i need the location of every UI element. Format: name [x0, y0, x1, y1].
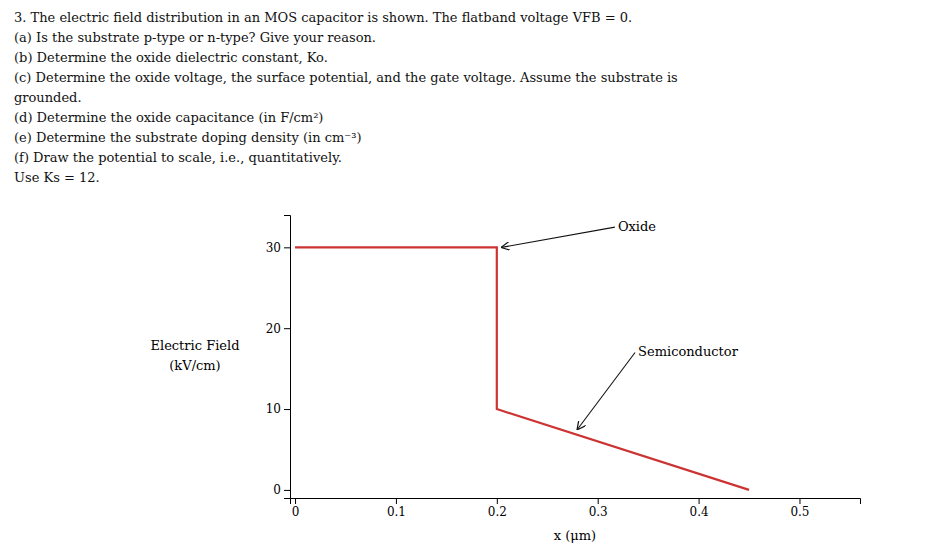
tick-mark — [284, 409, 290, 410]
tick-label: 30 — [266, 241, 281, 255]
problem-line: Use Ks = 12. — [14, 170, 100, 185]
tick-label: 0.1 — [387, 505, 406, 519]
tick-mark — [497, 498, 498, 504]
tick-label: 0.5 — [790, 505, 809, 519]
chart: 3. The electric field distribution in an… — [0, 0, 934, 555]
plot-area — [295, 247, 749, 490]
tick-mark — [799, 498, 800, 504]
annotation-arrow — [578, 352, 636, 429]
problem-line: (f) Draw the potential to scale, i.e., q… — [14, 150, 342, 165]
x-axis-title: x (μm) — [554, 528, 596, 543]
tick-label: 10 — [266, 402, 281, 416]
tick-label: 20 — [266, 322, 281, 336]
tick: 30 — [266, 241, 290, 255]
tick: 0.4 — [690, 498, 709, 519]
tick: 20 — [266, 322, 290, 336]
tick-label: 0.3 — [589, 505, 608, 519]
annotation-label: Semiconductor — [638, 344, 739, 359]
problem-line: (e) Determine the substrate doping densi… — [14, 130, 361, 145]
tick: 0.1 — [387, 498, 406, 519]
tick-mark — [284, 247, 290, 248]
tick-label: 0 — [273, 483, 281, 497]
tick-mark — [699, 498, 700, 504]
y-axis: 0 10 20 30 — [266, 216, 291, 499]
problem-line: grounded. — [14, 90, 82, 105]
problem-text: 3. The electric field distribution in an… — [14, 10, 678, 185]
tick-mark — [284, 328, 290, 329]
problem-line: 3. The electric field distribution in an… — [14, 10, 632, 25]
tick: 0.3 — [589, 498, 608, 519]
axis-line — [284, 216, 291, 499]
problem-line: (a) Is the substrate p-type or n-type? G… — [14, 30, 376, 45]
tick: 10 — [266, 402, 290, 416]
annotation-arrow — [502, 227, 615, 247]
tick-mark — [295, 498, 296, 504]
y-axis-title: (kV/cm) — [169, 358, 220, 373]
tick: 0.5 — [790, 498, 809, 519]
field-line — [295, 247, 749, 490]
x-axis: 0 0.1 0.2 0.3 0.4 0.5 — [291, 498, 861, 519]
tick: 0.2 — [488, 498, 507, 519]
tick-mark — [284, 490, 290, 491]
problem-line: (b) Determine the oxide dielectric const… — [14, 50, 328, 65]
tick-mark — [598, 498, 599, 504]
tick: 0 — [273, 483, 290, 497]
tick-mark — [396, 498, 397, 504]
tick-label: 0.4 — [690, 505, 709, 519]
problem-line: (d) Determine the oxide capacitance (in … — [14, 110, 323, 125]
annotation-label: Oxide — [618, 219, 656, 234]
tick: 0 — [292, 498, 300, 519]
annotations: Oxide Semiconductor — [502, 219, 739, 430]
y-axis-title: Electric Field — [151, 338, 240, 353]
tick-label: 0 — [292, 505, 300, 519]
axis-line — [291, 499, 861, 505]
problem-line: (c) Determine the oxide voltage, the sur… — [14, 70, 678, 85]
tick-label: 0.2 — [488, 505, 507, 519]
